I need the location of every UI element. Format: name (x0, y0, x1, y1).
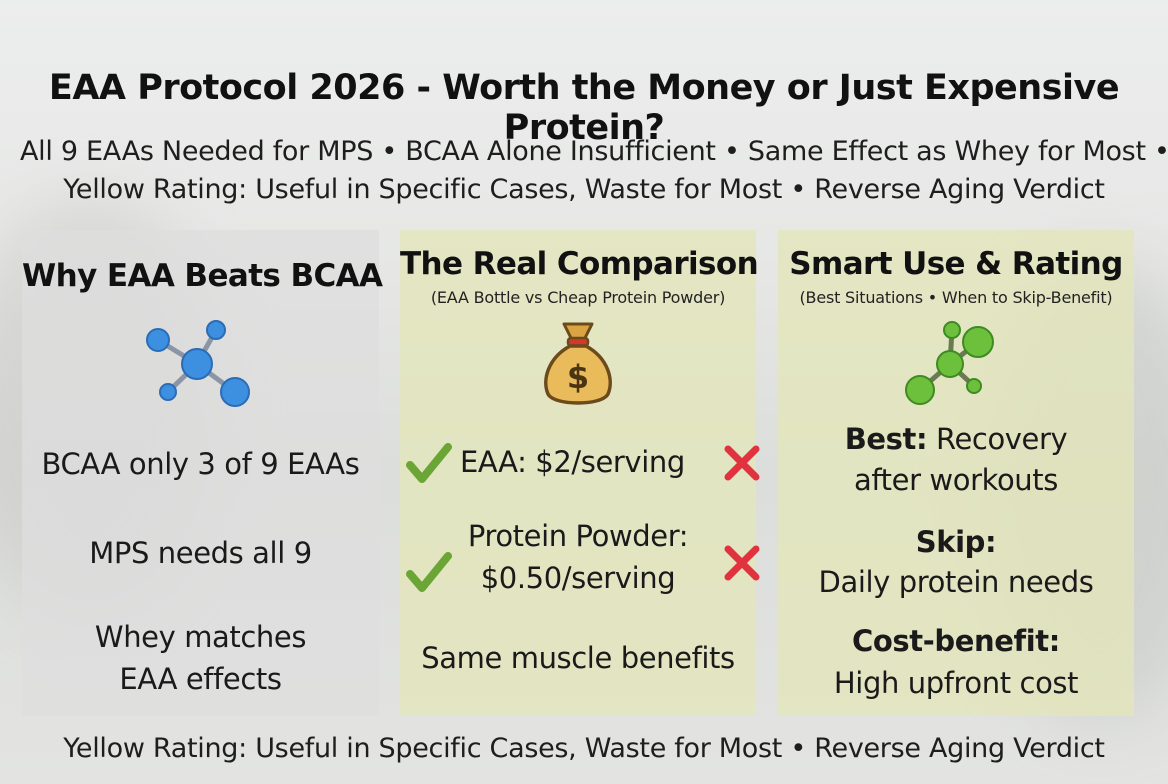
cost-benefit-text: High upfront cost (833, 666, 1079, 700)
protein-powder-price: $0.50/serving (480, 561, 676, 595)
panel-subtitle: (Best Situations • When to Skip-Benefit) (799, 288, 1113, 307)
point-mps: MPS needs all 9 (89, 536, 312, 570)
point-whey-line1: Whey matches (94, 620, 307, 654)
check-icon (406, 552, 452, 592)
best-use-line2: after workouts (854, 463, 1058, 497)
footer-text: Yellow Rating: Useful in Specific Cases,… (63, 733, 1105, 764)
point-whey-line2: EAA effects (119, 662, 282, 696)
cost-benefit-label: Cost-benefit: (852, 624, 1060, 658)
eaa-price: EAA: $2/serving (460, 445, 685, 479)
skip-label: Skip: (915, 525, 997, 559)
cross-icon (724, 445, 760, 481)
molecule-icon (905, 321, 994, 405)
panel-subtitle: (EAA Bottle vs Cheap Protein Powder) (430, 288, 726, 307)
best-label: Best: (844, 422, 928, 456)
best-text: Recovery (927, 422, 1068, 456)
svg-text:$: $ (567, 358, 589, 396)
point-bcaa: BCAA only 3 of 9 EAAs (41, 447, 360, 481)
page-title: EAA Protocol 2026 - Worth the Money or J… (48, 68, 1120, 148)
best-use-line1: Best: Recovery (778, 419, 1134, 459)
cross-icon (724, 545, 760, 581)
panel-title: The Real Comparison (400, 246, 759, 282)
money-bag-icon: $ (544, 322, 612, 405)
panel-real-comparison: The Real Comparison (EAA Bottle vs Cheap… (400, 230, 760, 716)
panel-why-eaa: Why EAA Beats BCAA BCAA only 3 of 9 EAAs… (22, 230, 383, 716)
molecule-icon (146, 320, 250, 407)
panel-smart-use: Smart Use & Rating (Best Situations • Wh… (778, 230, 1134, 716)
subtitle-line-2: Yellow Rating: Useful in Specific Cases,… (63, 174, 1105, 205)
protein-powder-label: Protein Powder: (467, 519, 689, 553)
panel-title: Smart Use & Rating (789, 246, 1123, 282)
same-benefits: Same muscle benefits (421, 641, 735, 675)
skip-text: Daily protein needs (818, 565, 1094, 599)
check-icon (406, 443, 452, 483)
panel-title: Why EAA Beats BCAA (22, 258, 383, 294)
subtitle-line-1: All 9 EAAs Needed for MPS • BCAA Alone I… (20, 136, 1168, 167)
